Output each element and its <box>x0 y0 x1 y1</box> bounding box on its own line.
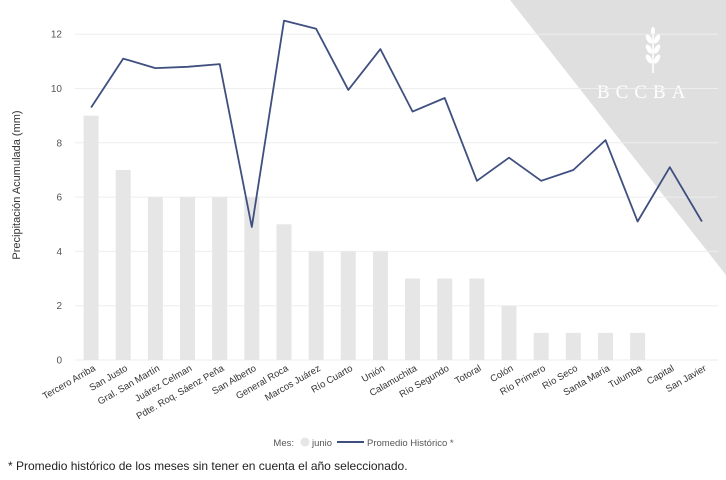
bar[interactable] <box>597 332 613 360</box>
line-point[interactable] <box>186 65 190 69</box>
line-point[interactable] <box>475 179 479 183</box>
logo-text: BCCBA <box>597 82 691 103</box>
line-point[interactable] <box>89 106 93 110</box>
y-axis-label: Precipitación Acumulada (mm) <box>11 110 23 259</box>
line-point[interactable] <box>603 138 607 142</box>
watermark-triangle <box>510 0 726 275</box>
legend-title: Mes: <box>273 438 294 449</box>
footnote: * Promedio histórico de los meses sin te… <box>8 459 408 473</box>
y-tick-label: 2 <box>56 301 62 312</box>
line-point[interactable] <box>411 110 415 114</box>
bar[interactable] <box>340 251 356 360</box>
line-point[interactable] <box>668 165 672 169</box>
line-point[interactable] <box>378 47 382 51</box>
bar[interactable] <box>533 332 549 360</box>
line-point[interactable] <box>218 62 222 66</box>
y-tick-label: 8 <box>56 138 62 149</box>
line-series-promedio[interactable] <box>90 19 703 228</box>
line-point[interactable] <box>153 66 157 70</box>
line-point[interactable] <box>700 220 704 224</box>
x-tick-label: Totoral <box>453 363 483 387</box>
y-tick-label: 10 <box>51 84 63 95</box>
line-point[interactable] <box>443 96 447 100</box>
y-tick-label: 12 <box>51 30 63 41</box>
line-point[interactable] <box>250 225 254 229</box>
legend-junio-swatch <box>300 437 310 447</box>
bar[interactable] <box>405 278 421 360</box>
bar[interactable] <box>372 251 388 360</box>
bar[interactable] <box>308 251 324 360</box>
bar[interactable] <box>180 197 196 360</box>
bar[interactable] <box>630 332 646 360</box>
line-point[interactable] <box>282 19 286 23</box>
y-tick-label: 0 <box>56 356 62 367</box>
logo: BCCBA <box>597 27 691 103</box>
bar[interactable] <box>147 197 163 360</box>
x-tick-label: Tulumba <box>607 363 645 391</box>
bar[interactable] <box>115 169 131 360</box>
bar[interactable] <box>83 115 99 361</box>
bar[interactable] <box>212 197 228 360</box>
bar[interactable] <box>276 224 292 360</box>
line-point[interactable] <box>121 57 125 61</box>
bar[interactable] <box>469 278 485 360</box>
line-point[interactable] <box>636 220 640 224</box>
line-point[interactable] <box>539 179 543 183</box>
bar[interactable] <box>244 197 260 360</box>
y-tick-label: 4 <box>56 247 62 258</box>
wheat-icon <box>645 27 661 73</box>
bar[interactable] <box>501 305 517 360</box>
bar[interactable] <box>565 332 581 360</box>
legend-junio-label: junio <box>311 438 332 449</box>
y-tick-label: 6 <box>56 193 62 204</box>
line-point[interactable] <box>346 88 350 92</box>
legend: Mes: junio Promedio Histórico * <box>273 437 454 449</box>
line-point[interactable] <box>571 168 575 172</box>
line-point[interactable] <box>314 27 318 31</box>
line-point[interactable] <box>507 156 511 160</box>
bar[interactable] <box>437 278 453 360</box>
legend-promedio-label: Promedio Histórico * <box>367 438 454 449</box>
